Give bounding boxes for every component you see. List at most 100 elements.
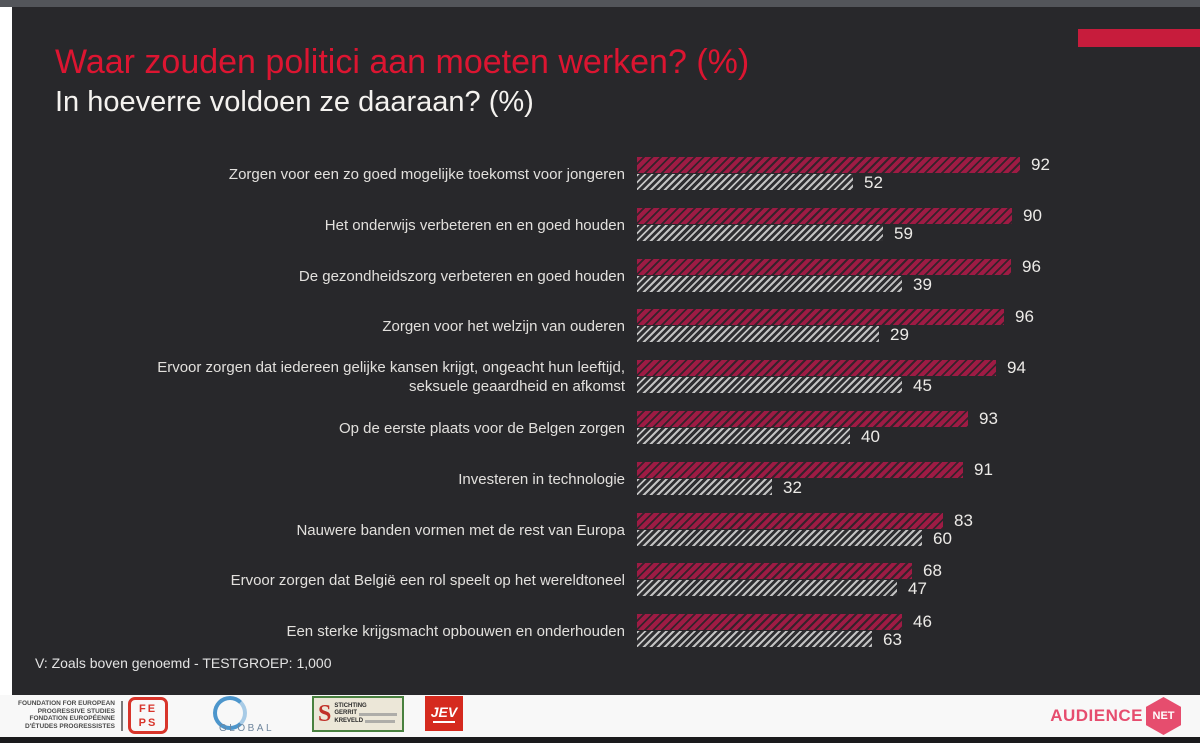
jev-logo: JEV <box>425 696 463 731</box>
feps-line-2: PROGRESSIVE STUDIES <box>37 707 115 715</box>
fulfillment-bar <box>637 479 772 495</box>
window-top-strip <box>0 0 1200 7</box>
category-label: Zorgen voor een zo goed mogelijke toekom… <box>107 157 625 191</box>
category-label: Ervoor zorgen dat iedereen gelijke kanse… <box>107 359 625 395</box>
category-label-text: De gezondheidszorg verbeteren en goed ho… <box>298 267 625 285</box>
category-label: Investeren in technologie <box>107 462 625 496</box>
fulfillment-bar <box>637 530 922 546</box>
jev-underline <box>433 720 455 723</box>
fulfillment-value: 45 <box>913 376 932 395</box>
importance-bar <box>637 208 1012 224</box>
category-label: Een sterke krijgsmacht opbouwen en onder… <box>107 614 625 648</box>
importance-bar <box>637 462 963 478</box>
category-label: Op de eerste plaats voor de Belgen zorge… <box>107 411 625 445</box>
importance-value: 83 <box>954 511 973 530</box>
slide-title-question: Waar zouden politici aan moeten werken? … <box>55 43 750 81</box>
chart-row: De gezondheidszorg verbeteren en goed ho… <box>12 257 1200 294</box>
audiencenet-logo: AUDIENCE NET <box>1050 697 1181 735</box>
feps-seal-icon: FE PS <box>128 697 168 734</box>
slide-title-subquestion: In hoeverre voldoen ze daaraan? (%) <box>55 86 534 118</box>
category-label: Zorgen voor het welzijn van ouderen <box>107 309 625 343</box>
category-label-text: Zorgen voor een zo goed mogelijke toekom… <box>228 165 625 183</box>
feps-line-3: FONDATION EUROPÉENNE <box>29 715 115 723</box>
category-label-text: Ervoor zorgen dat iedereen gelijke kanse… <box>157 359 625 395</box>
fulfillment-bar <box>637 225 883 241</box>
fulfillment-bar <box>637 580 897 596</box>
category-label: Ervoor zorgen dat België een rol speelt … <box>107 563 625 597</box>
category-label-text: Het onderwijs verbeteren en en goed houd… <box>324 216 625 234</box>
fulfillment-value: 59 <box>894 224 913 243</box>
fulfillment-value: 52 <box>864 173 883 192</box>
fulfillment-bar <box>637 326 879 342</box>
fulfillment-bar <box>637 276 902 292</box>
chart-row: Op de eerste plaats voor de Belgen zorge… <box>12 409 1200 446</box>
gerrit-smallprint-1 <box>359 712 398 716</box>
category-label-text: Investeren in technologie <box>458 470 625 488</box>
importance-bar <box>637 513 943 529</box>
fulfillment-bar <box>637 174 853 190</box>
logo-footer: FOUNDATION FOR EUROPEAN PROGRESSIVE STUD… <box>0 695 1200 737</box>
importance-value: 94 <box>1007 358 1026 377</box>
importance-bar <box>637 360 996 376</box>
gerrit-smallprint-2 <box>365 720 396 723</box>
fulfillment-value: 39 <box>913 275 932 294</box>
importance-value: 91 <box>974 460 993 479</box>
fulfillment-bar <box>637 631 872 647</box>
audiencenet-text: AUDIENCE <box>1050 706 1143 725</box>
category-label-text: Nauwere banden vormen met de rest van Eu… <box>296 521 625 539</box>
importance-bar <box>637 563 912 579</box>
chart-footnote: V: Zoals boven genoemd - TESTGROEP: 1,00… <box>35 655 332 671</box>
stichting-gerrit-kreveld-logo: S STICHTING GERRIT KREVELD <box>312 696 404 732</box>
audiencenet-hexagon-icon: NET <box>1146 697 1181 735</box>
chart-row: Het onderwijs verbeteren en en goed houd… <box>12 206 1200 243</box>
fulfillment-value: 29 <box>890 325 909 344</box>
top-right-red-bar <box>1078 29 1200 47</box>
importance-value: 46 <box>913 612 932 631</box>
importance-bar <box>637 614 902 630</box>
importance-value: 96 <box>1022 257 1041 276</box>
fulfillment-value: 47 <box>908 579 927 598</box>
global-logo-label: GLOBAL <box>219 723 275 734</box>
feps-logo-text: FOUNDATION FOR EUROPEAN PROGRESSIVE STUD… <box>15 700 115 730</box>
fulfillment-value: 40 <box>861 427 880 446</box>
window-bottom-strip <box>0 737 1200 743</box>
category-label: De gezondheidszorg verbeteren en goed ho… <box>107 259 625 293</box>
importance-value: 96 <box>1015 307 1034 326</box>
feps-divider <box>121 701 123 731</box>
category-label: Nauwere banden vormen met de rest van Eu… <box>107 513 625 547</box>
bar-chart: Zorgen voor een zo goed mogelijke toekom… <box>12 7 1200 695</box>
importance-value: 93 <box>979 409 998 428</box>
category-label-text: Een sterke krijgsmacht opbouwen en onder… <box>286 622 625 640</box>
gerrit-line-2: GERRIT <box>334 710 398 718</box>
gerrit-line-3: KREVELD <box>334 718 397 726</box>
category-label-text: Ervoor zorgen dat België een rol speelt … <box>230 571 625 589</box>
importance-bar <box>637 157 1020 173</box>
category-label: Het onderwijs verbeteren en en goed houd… <box>107 208 625 242</box>
gerrit-s-icon: S <box>318 701 332 727</box>
gerrit-line-1: STICHTING <box>334 702 367 709</box>
fulfillment-value: 63 <box>883 630 902 649</box>
fulfillment-value: 60 <box>933 529 952 548</box>
fulfillment-bar <box>637 428 850 444</box>
chart-row: Ervoor zorgen dat iedereen gelijke kanse… <box>12 358 1200 395</box>
fulfillment-bar <box>637 377 902 393</box>
category-label-text: Op de eerste plaats voor de Belgen zorge… <box>338 419 625 437</box>
chart-row: Ervoor zorgen dat België een rol speelt … <box>12 561 1200 598</box>
importance-bar <box>637 309 1004 325</box>
global-logo-icon <box>213 696 247 730</box>
feps-line-1: FOUNDATION FOR EUROPEAN <box>17 700 115 707</box>
chart-row: Zorgen voor een zo goed mogelijke toekom… <box>12 155 1200 192</box>
chart-row: Zorgen voor het welzijn van ouderen 96 29 <box>12 307 1200 344</box>
category-label-text: Zorgen voor het welzijn van ouderen <box>382 317 625 335</box>
chart-row: Investeren in technologie 91 32 <box>12 460 1200 497</box>
fulfillment-value: 32 <box>783 478 802 497</box>
chart-row: Een sterke krijgsmacht opbouwen en onder… <box>12 612 1200 649</box>
feps-line-4: D'ÉTUDES PROGRESSISTES <box>24 722 115 730</box>
slide-background: Waar zouden politici aan moeten werken? … <box>12 7 1200 695</box>
importance-value: 90 <box>1023 206 1042 225</box>
importance-value: 92 <box>1031 155 1050 174</box>
chart-row: Nauwere banden vormen met de rest van Eu… <box>12 511 1200 548</box>
importance-value: 68 <box>923 561 942 580</box>
importance-bar <box>637 259 1011 275</box>
importance-bar <box>637 411 968 427</box>
